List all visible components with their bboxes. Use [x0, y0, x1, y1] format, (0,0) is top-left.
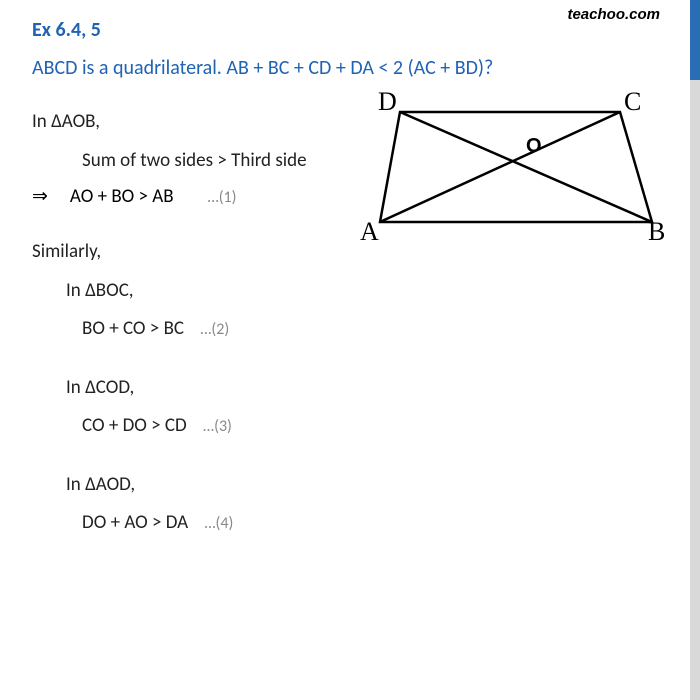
equation-3: CO + DO > CD	[82, 414, 187, 437]
diagonal-bd	[400, 112, 652, 222]
equation-1-label: …(1)	[196, 188, 237, 207]
equation-4-label: …(4)	[192, 514, 233, 533]
diagonal-ac	[380, 112, 620, 222]
in-aod: In ΔAOD,	[32, 471, 672, 500]
in-cod: In ΔCOD,	[32, 374, 672, 403]
equation-3-label: …(3)	[191, 417, 232, 436]
question-text: ABCD is a quadrilateral. AB + BC + CD + …	[32, 56, 672, 80]
equation-2: BO + CO > BC	[82, 317, 184, 340]
vertex-label-c: C	[624, 92, 641, 116]
quadrilateral-diagram: A B C D O	[360, 92, 670, 252]
vertex-label-b: B	[648, 217, 665, 246]
page-content: Ex 6.4, 5 ABCD is a quadrilateral. AB + …	[0, 0, 700, 566]
equation-2-label: …(2)	[188, 320, 229, 339]
equation-2-row: BO + CO > BC …(2)	[32, 315, 672, 344]
in-boc: In ΔBOC,	[32, 277, 672, 306]
vertex-label-o: O	[526, 135, 542, 157]
equation-4: DO + AO > DA	[82, 511, 188, 534]
vertex-label-d: D	[378, 92, 397, 116]
vertex-label-a: A	[360, 217, 379, 246]
equation-1: AO + BO > AB	[70, 185, 174, 208]
implies-symbol: ⇒	[32, 185, 48, 208]
equation-3-row: CO + DO > CD …(3)	[32, 412, 672, 441]
equation-4-row: DO + AO > DA …(4)	[32, 509, 672, 538]
exercise-title: Ex 6.4, 5	[32, 18, 672, 42]
